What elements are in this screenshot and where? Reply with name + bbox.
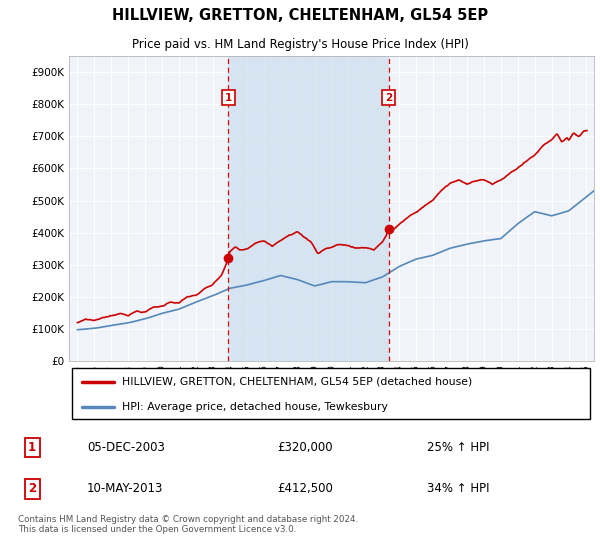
Text: £412,500: £412,500 [277,482,333,496]
Text: 2: 2 [28,482,36,496]
Text: 2: 2 [385,93,392,103]
Text: HPI: Average price, detached house, Tewkesbury: HPI: Average price, detached house, Tewk… [121,402,388,412]
Text: 25% ↑ HPI: 25% ↑ HPI [427,441,489,454]
Text: 1: 1 [225,93,232,103]
Text: HILLVIEW, GRETTON, CHELTENHAM, GL54 5EP (detached house): HILLVIEW, GRETTON, CHELTENHAM, GL54 5EP … [121,377,472,386]
Text: 10-MAY-2013: 10-MAY-2013 [87,482,163,496]
Text: 1: 1 [28,441,36,454]
Text: HILLVIEW, GRETTON, CHELTENHAM, GL54 5EP: HILLVIEW, GRETTON, CHELTENHAM, GL54 5EP [112,8,488,23]
Text: 05-DEC-2003: 05-DEC-2003 [87,441,165,454]
Text: £320,000: £320,000 [277,441,332,454]
FancyBboxPatch shape [71,368,590,419]
Bar [229,56,389,361]
Text: 34% ↑ HPI: 34% ↑ HPI [427,482,489,496]
Text: Price paid vs. HM Land Registry's House Price Index (HPI): Price paid vs. HM Land Registry's House … [131,38,469,52]
Text: Contains HM Land Registry data © Crown copyright and database right 2024.
This d: Contains HM Land Registry data © Crown c… [18,515,358,534]
